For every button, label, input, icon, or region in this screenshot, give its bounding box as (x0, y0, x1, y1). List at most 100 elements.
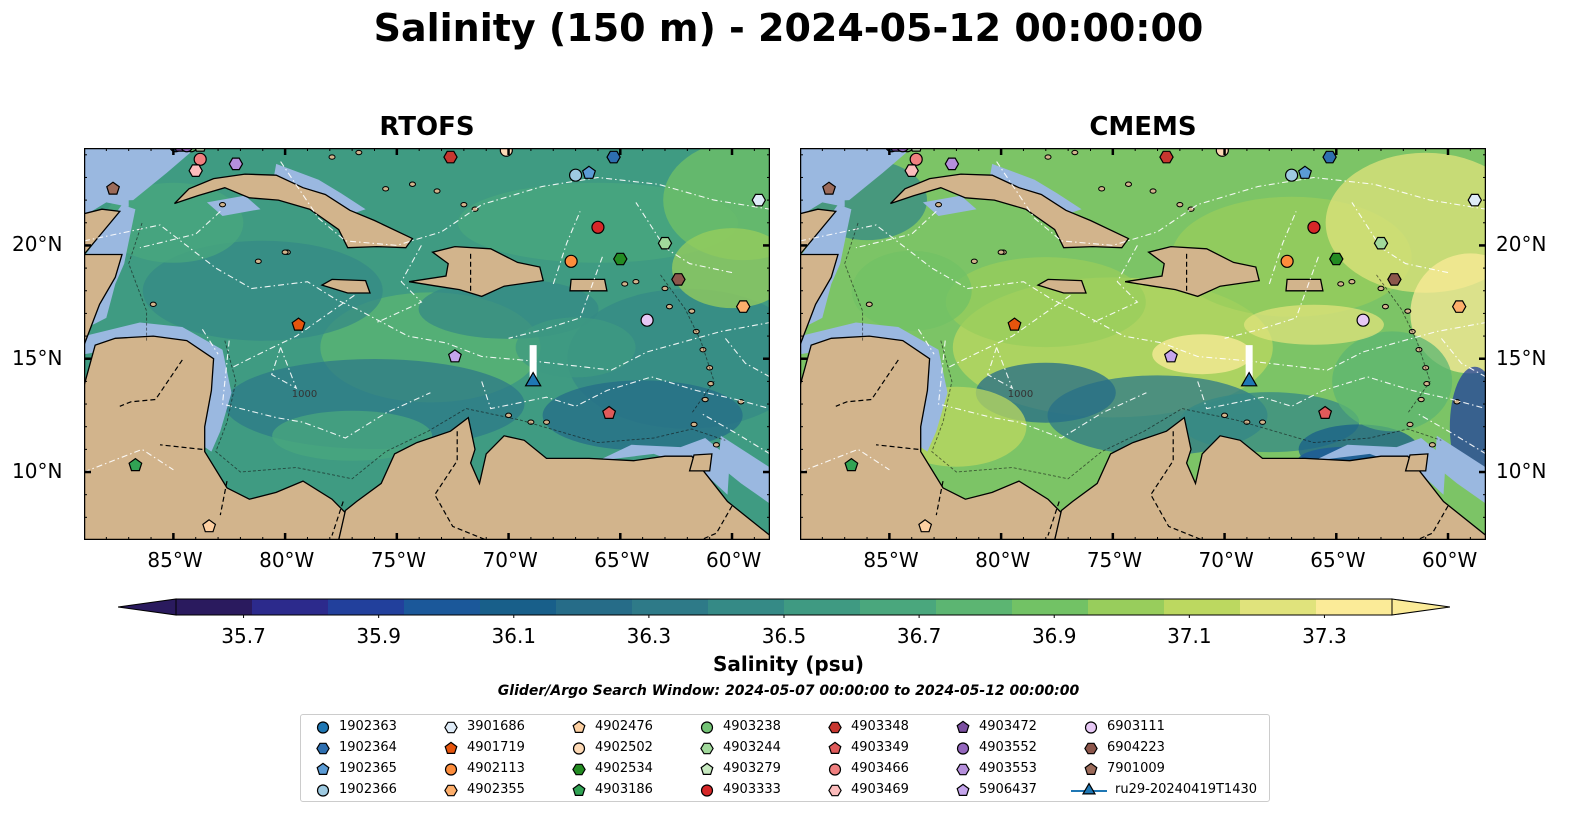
legend-label: 4903244 (723, 740, 781, 755)
map-panel-cmems: 1000 (800, 148, 1486, 540)
legend-label: 4903238 (723, 719, 781, 734)
small-island (1149, 188, 1157, 194)
float-marker-1902365 (1297, 165, 1313, 179)
small-island (1428, 442, 1436, 448)
legend-item: 4903553 (955, 758, 1037, 779)
legend-swatch-pentagon-icon (444, 741, 458, 754)
float-marker-4902534 (1329, 252, 1344, 266)
float-marker-4903466 (193, 152, 207, 166)
float-marker-4902476 (918, 519, 933, 533)
shelf-area (922, 195, 977, 216)
land-jamaica (1036, 278, 1087, 294)
salinity-patch (142, 240, 383, 341)
legend-label: 4903186 (595, 782, 653, 797)
lon-tick-label: 65°W (1310, 548, 1366, 572)
eez-boundary (996, 161, 1486, 246)
legend-label: 4902476 (595, 719, 653, 734)
map-panel-rtofs: 1000 (84, 148, 770, 540)
small-island (1124, 181, 1132, 187)
legend: 1902363 1902364 1902365 1902366 3901686 49017… (300, 714, 1270, 802)
legend-swatch-pentagon-icon (572, 720, 586, 733)
eez-boundary (1224, 256, 1319, 339)
colorbar (118, 598, 1450, 618)
colorbar-band (632, 599, 709, 615)
land-yucatan-north (84, 208, 122, 256)
float-marker-3901686 (751, 193, 767, 207)
glider-marker (524, 371, 542, 387)
isobath-1000m (128, 222, 148, 341)
lon-tick-label: 70°W (482, 548, 538, 572)
eez-boundary (1197, 376, 1486, 410)
small-island (997, 249, 1005, 255)
lon-tick-label: 85°W (863, 548, 919, 572)
country-border (835, 359, 899, 407)
isobath-label: 1000 (292, 389, 317, 400)
legend-swatch-circle-icon (956, 741, 970, 755)
isobath-label: 1000 (1008, 389, 1033, 400)
small-island (1098, 186, 1106, 192)
country-border (1047, 501, 1060, 536)
lon-tick-label: 60°W (1422, 548, 1478, 572)
legend-label: 4903469 (851, 782, 909, 797)
legend-label: 4903348 (851, 719, 909, 734)
small-island (1348, 278, 1356, 285)
panel-title-cmems: CMEMS (1089, 112, 1197, 142)
legend-item: 4903279 (699, 758, 781, 779)
legend-swatch-hexagon-icon (572, 763, 586, 775)
land-central-america (800, 335, 1063, 540)
float-marker-6903111 (640, 313, 654, 327)
small-island (460, 201, 468, 208)
small-island (1381, 303, 1389, 310)
float-marker-4902355 (1451, 300, 1467, 313)
land-south-america (338, 416, 770, 540)
salinity-patch (1243, 304, 1384, 345)
land-south-america (1054, 416, 1486, 540)
legend-swatch-hexagon-icon (444, 784, 458, 796)
float-marker-4903333 (1307, 220, 1321, 234)
float-marker-4901719 (1007, 317, 1022, 331)
legend-label: 1902363 (339, 719, 397, 734)
float-marker-7901009 (822, 181, 837, 195)
salinity-patch (1152, 334, 1253, 375)
legend-swatch-triangle-icon (1071, 781, 1107, 794)
lon-tick-label: 70°W (1198, 548, 1254, 572)
legend-item: 4902502 (571, 737, 653, 758)
colorbar-band (328, 599, 405, 615)
eez-boundary (84, 224, 770, 371)
land-hispaniola (408, 245, 545, 298)
legend-swatch-circle-icon (316, 720, 330, 734)
small-island (632, 278, 640, 285)
isobath-1000m (1376, 274, 1431, 414)
float-marker-5906437 (447, 349, 462, 363)
legend-swatch-hexagon-icon (956, 763, 970, 775)
country-border (875, 444, 919, 450)
float-marker-1902366 (568, 168, 583, 182)
legend-swatch-hexagon-icon (700, 742, 714, 754)
legend-item: 4903333 (699, 779, 781, 800)
float-marker-4903466 (909, 152, 923, 166)
legend-item: 4902534 (571, 758, 653, 779)
float-marker-1902364 (1322, 150, 1337, 164)
lon-tick-label: 75°W (370, 548, 427, 572)
legend-swatch-pentagon-icon (572, 783, 586, 796)
small-island (408, 181, 416, 187)
small-island (712, 442, 720, 448)
shelf-area (718, 435, 770, 504)
legend-item: 7901009 (1083, 758, 1165, 779)
lon-tick-label: 60°W (706, 548, 762, 572)
eez-boundary (917, 329, 935, 355)
legend-item: 4901719 (443, 737, 525, 758)
colorbar-band (860, 599, 937, 615)
small-island (701, 396, 709, 403)
eez-boundary (1268, 211, 1297, 285)
small-island (219, 201, 227, 208)
small-island (1071, 149, 1079, 156)
eez-boundary (947, 294, 1071, 369)
legend-swatch-circle-icon (444, 762, 458, 776)
legend-label: 6904223 (1107, 740, 1165, 755)
colorbar-band (404, 599, 481, 615)
float-marker-6903111 (1356, 313, 1370, 327)
small-island (688, 308, 696, 314)
float-marker-1902364 (606, 150, 621, 164)
float-marker-4903348 (1159, 150, 1174, 164)
